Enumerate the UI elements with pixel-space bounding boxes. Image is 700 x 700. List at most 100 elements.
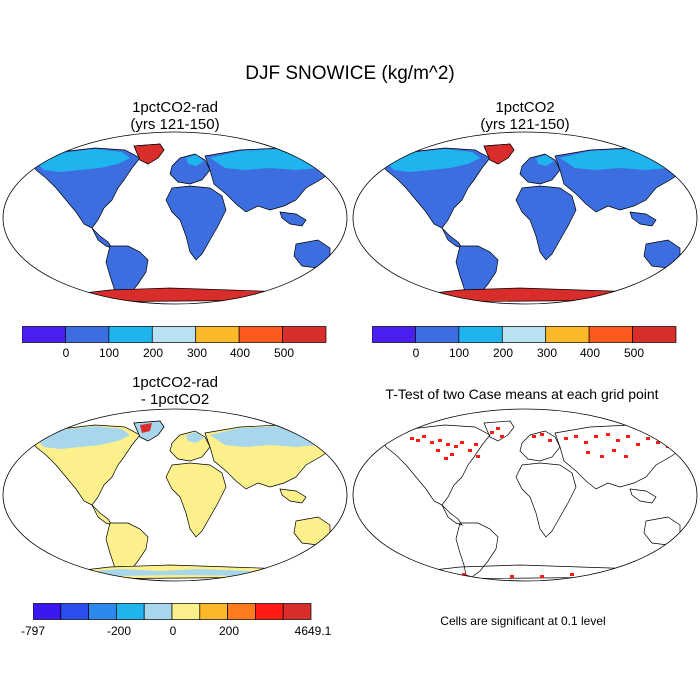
southeast-asia-outline xyxy=(629,211,657,227)
map-border xyxy=(352,131,698,305)
antarctica-fill xyxy=(406,287,647,303)
significance-note: Cells are significant at 0.1 level xyxy=(440,614,606,628)
colorbar-swatch xyxy=(372,326,416,343)
significant-cell xyxy=(626,435,630,438)
significant-cell xyxy=(496,427,500,430)
significant-cell xyxy=(584,441,588,444)
colorbar-swatch xyxy=(255,603,284,620)
significant-cell xyxy=(624,455,628,458)
significant-cell xyxy=(548,439,552,442)
map-border xyxy=(2,131,348,305)
colorbar-swatch xyxy=(227,603,256,620)
central-america-outline xyxy=(91,504,113,526)
europe-outline xyxy=(519,430,561,462)
colorbar-swatch xyxy=(195,326,240,343)
colorbar-2-ticks: 0 100 200 300 400 500 xyxy=(372,346,678,362)
central-america-outline xyxy=(91,227,113,249)
significant-cell xyxy=(672,435,676,438)
colorbar-swatch xyxy=(199,603,228,620)
significant-cell xyxy=(586,451,590,454)
significant-cell xyxy=(460,441,464,444)
significant-cell xyxy=(646,437,650,440)
significant-cell xyxy=(476,455,480,458)
significant-cell xyxy=(616,439,620,442)
figure-title: DJF SNOWICE (kg/m^2) xyxy=(245,63,455,84)
significant-cell xyxy=(468,449,472,452)
significant-cell xyxy=(490,431,494,434)
colorbar-swatch xyxy=(282,603,312,620)
significant-cell xyxy=(410,437,414,440)
colorbar-swatch xyxy=(238,326,283,343)
colorbar-3-ticks: -797 -200 0 200 4649.1 xyxy=(21,624,331,640)
australia-outline xyxy=(293,516,331,546)
panel-3-title: 1pctCO2-rad - 1pctCO2 xyxy=(5,374,345,408)
europe-snow xyxy=(186,155,204,166)
southeast-asia-outline xyxy=(629,488,657,504)
significant-cell xyxy=(446,443,450,446)
significant-cell xyxy=(438,439,442,442)
south-america-outline xyxy=(455,522,499,578)
cbar3-tick-zero: 0 xyxy=(169,624,177,638)
australia-outline xyxy=(293,239,331,269)
colorbar-swatch xyxy=(33,603,62,620)
panel-1-title-line1: 1pctCO2-rad xyxy=(132,99,218,116)
significant-cell xyxy=(416,439,420,442)
africa-outline xyxy=(515,185,577,261)
map-border xyxy=(352,408,698,582)
colorbar-swatch xyxy=(588,326,633,343)
colorbar-1-ticks: 0 100 200 300 400 500 xyxy=(22,346,328,362)
colorbar-swatch xyxy=(501,326,547,343)
antarctica-diff-band xyxy=(70,569,280,576)
map-panel-difference xyxy=(2,408,348,582)
colorbar-swatch xyxy=(108,326,153,343)
central-america-outline xyxy=(441,227,463,249)
cbar2-tick-200: 200 xyxy=(492,346,514,360)
europe-snow-diff xyxy=(186,432,204,443)
cbar2-tick-400: 400 xyxy=(579,346,601,360)
colorbar-swatch xyxy=(545,326,590,343)
cbar3-tick-neg200: -200 xyxy=(106,624,132,638)
colorbar-swatch xyxy=(632,326,677,343)
colorbar-swatch xyxy=(143,603,173,620)
significant-cell xyxy=(636,443,640,446)
colorbar-swatch xyxy=(65,326,110,343)
panel-3-title-line2: - 1pctCO2 xyxy=(140,391,210,408)
greenland-fill xyxy=(483,143,515,165)
panel-2-title-line1: 1pctCO2 xyxy=(495,99,555,116)
significant-cell xyxy=(450,453,454,456)
map-panel-1pctco2 xyxy=(352,131,698,305)
north-america-outline xyxy=(379,424,491,506)
significant-cell xyxy=(500,435,504,438)
panel-4-title: T-Test of two Case means at each grid po… xyxy=(385,386,659,402)
colorbar-swatch xyxy=(171,603,201,620)
asia-outline xyxy=(554,424,689,490)
colorbar-swatch xyxy=(88,603,117,620)
colorbar-panel-3 xyxy=(33,603,312,620)
significant-cell xyxy=(574,435,578,438)
cbar1-tick-400: 400 xyxy=(229,346,251,360)
cbar1-tick-100: 100 xyxy=(98,346,120,360)
significant-cell xyxy=(540,433,544,436)
significant-cell xyxy=(422,435,426,438)
significant-cell xyxy=(570,573,574,576)
cbar3-tick-max: 4649.1 xyxy=(294,624,332,638)
significant-cell xyxy=(430,573,434,576)
greenland-positive-patch xyxy=(140,423,152,433)
significant-cell xyxy=(540,575,544,578)
southeast-asia-outline xyxy=(279,211,307,227)
panel-2-title: 1pctCO2 (yrs 121-150) xyxy=(355,99,695,133)
greenland-fill xyxy=(133,143,165,165)
panel-1-title: 1pctCO2-rad (yrs 121-150) xyxy=(5,99,345,133)
cbar3-tick-200: 200 xyxy=(218,624,240,638)
significant-cell xyxy=(462,573,466,576)
map-panel-ttest xyxy=(352,408,698,582)
significant-cell xyxy=(510,575,514,578)
significant-cell xyxy=(474,443,478,446)
significant-cell xyxy=(612,449,616,452)
southeast-asia-outline xyxy=(279,488,307,504)
colorbar-swatch xyxy=(22,326,66,343)
colorbar-panel-1 xyxy=(22,326,327,343)
africa-outline xyxy=(165,185,227,261)
significant-cell xyxy=(454,445,458,448)
colorbar-swatch xyxy=(116,603,145,620)
